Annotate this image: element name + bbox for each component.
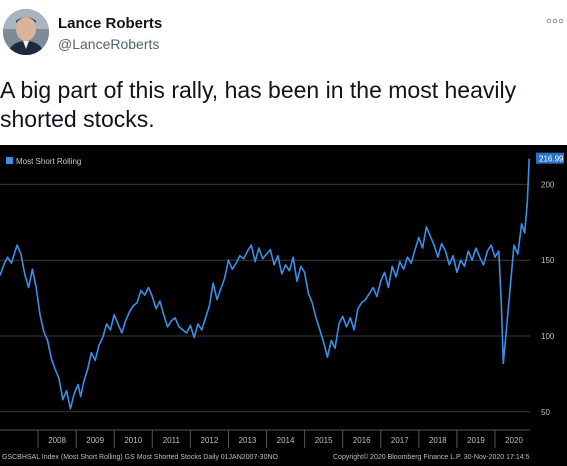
chart-image[interactable]: 50 100 150 200 2008 2009 2010 2011 2012 2013 2014… xyxy=(0,145,567,466)
user-handle[interactable]: @LanceRoberts xyxy=(58,36,160,52)
x-tick-label: 2015 xyxy=(315,436,333,445)
x-tick-label: 2019 xyxy=(467,436,485,445)
x-tick-label: 2010 xyxy=(124,436,142,445)
avatar-image xyxy=(3,9,49,55)
x-tick-label: 2014 xyxy=(277,436,295,445)
tweet-text: A big part of this rally, has been in th… xyxy=(0,77,517,132)
more-options-button[interactable] xyxy=(546,14,564,28)
series-line-most-short-rolling xyxy=(0,158,530,410)
y-tick-label: 200 xyxy=(541,180,555,189)
x-axis: 2008 2009 2010 2011 2012 2013 2014 2015 2016 2017… xyxy=(37,430,523,448)
x-tick-label: 2013 xyxy=(239,436,257,445)
x-tick-label: 2009 xyxy=(86,436,104,445)
more-dots-icon xyxy=(546,18,564,24)
y-axis: 50 100 150 200 xyxy=(541,180,555,416)
x-tick-label: 2018 xyxy=(429,436,447,445)
tweet-header: Lance Roberts @LanceRoberts xyxy=(0,0,567,70)
legend-label: Most Short Rolling xyxy=(16,157,81,166)
avatar[interactable] xyxy=(3,9,49,55)
last-value-badge xyxy=(536,152,564,164)
y-tick-label: 150 xyxy=(541,256,555,265)
last-value-label: 216.99 xyxy=(539,155,564,164)
chart-grid xyxy=(0,183,530,413)
line-chart: 50 100 150 200 2008 2009 2010 2011 2012 2013 2014… xyxy=(0,152,564,461)
x-tick-label: 2011 xyxy=(163,436,181,445)
x-tick-label: 2008 xyxy=(48,436,66,445)
x-tick-label: 2020 xyxy=(505,436,523,445)
x-tick-label: 2017 xyxy=(391,436,409,445)
display-name[interactable]: Lance Roberts xyxy=(58,15,163,32)
legend-swatch xyxy=(6,157,13,164)
x-tick-label: 2012 xyxy=(201,436,219,445)
x-tick-label: 2016 xyxy=(353,436,371,445)
footer-source: GSCBHSAL Index (Most Short Rolling) GS M… xyxy=(2,454,279,461)
footer-copyright: Copyright© 2020 Bloomberg Finance L.P. 3… xyxy=(333,453,530,461)
y-tick-label: 100 xyxy=(541,332,555,341)
y-tick-label: 50 xyxy=(541,408,550,417)
